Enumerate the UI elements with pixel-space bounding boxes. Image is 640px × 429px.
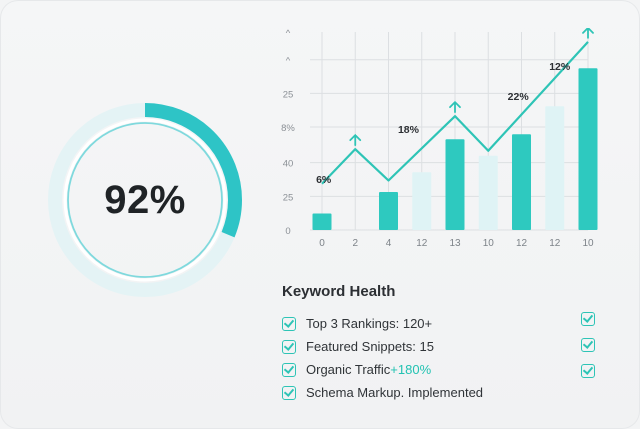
x-tick-label: 10 xyxy=(483,238,495,249)
y-tick-label: ^ xyxy=(286,56,291,67)
bar xyxy=(445,139,465,230)
bar xyxy=(312,213,332,230)
checkbox-checked-icon[interactable] xyxy=(282,362,296,377)
x-tick-label: 12 xyxy=(416,238,428,249)
gauge-value: 92% xyxy=(104,177,186,222)
checkbox-checked-icon[interactable] xyxy=(282,385,296,400)
bar xyxy=(578,68,598,230)
gauge-inner-highlight xyxy=(63,118,227,282)
keyword-health-item-label: Schema Markup. Implemented xyxy=(306,385,484,400)
y-tick-label: 40 xyxy=(283,159,294,170)
trend-label: 12% xyxy=(549,61,571,73)
keyword-health-list: Top 3 Rankings: 120+ Featured Snippets: 1… xyxy=(282,312,602,404)
keyword-growth-chart: 0 25 40 8% 25 ^ ^ 6% 18% 22% 12% 0 2 4 12 13 10 12 12 10 xyxy=(281,28,598,249)
keyword-health-item-label: Featured Snippets: 15 xyxy=(306,339,434,354)
bar xyxy=(379,192,398,230)
gauge-track-inner xyxy=(67,122,223,278)
trend-arrow xyxy=(349,133,362,147)
trend-arrow xyxy=(449,100,461,114)
y-tick-label: 25 xyxy=(283,89,294,100)
bar xyxy=(545,106,565,230)
status-checks-column xyxy=(581,312,595,390)
x-tick-label: 12 xyxy=(549,238,561,249)
bar xyxy=(512,134,531,230)
keyword-health-item: Organic Traffic +180% xyxy=(282,358,602,381)
checkbox-checked-icon[interactable] xyxy=(282,316,296,331)
y-tick-label: 25 xyxy=(283,192,294,203)
trend-label: 18% xyxy=(398,124,420,136)
y-tick-label: 8% xyxy=(281,123,295,134)
keyword-health-item: Top 3 Rankings: 120+ xyxy=(282,312,602,335)
trend-arrow xyxy=(582,28,594,39)
x-tick-label: 13 xyxy=(449,238,461,249)
x-tick-label: 12 xyxy=(516,238,528,249)
gauge-ring xyxy=(48,103,242,297)
status-check-icon[interactable] xyxy=(581,338,595,352)
y-tick-label: 0 xyxy=(285,226,290,237)
keyword-health-item: Featured Snippets: 15 xyxy=(282,335,602,358)
x-tick-label: 4 xyxy=(386,238,392,249)
trend-label: 6% xyxy=(316,174,332,186)
checkbox-checked-icon[interactable] xyxy=(282,339,296,354)
gauge-progress-arc xyxy=(48,103,242,297)
trend-line xyxy=(321,41,589,185)
keyword-health-item: Schema Markup. Implemented xyxy=(282,381,602,404)
keyword-health-item-label: Top 3 Rankings: 120+ xyxy=(306,316,433,331)
status-check-icon[interactable] xyxy=(581,364,595,378)
x-tick-label: 2 xyxy=(352,238,358,249)
bar xyxy=(412,172,432,230)
y-tick-label: ^ xyxy=(286,28,291,39)
bar xyxy=(478,155,498,230)
status-check-icon[interactable] xyxy=(581,312,595,326)
section-title: Keyword Health xyxy=(282,283,396,300)
x-tick-label: 0 xyxy=(319,238,325,249)
keyword-health-item-label: Organic Traffic xyxy=(306,362,391,377)
x-tick-label: 10 xyxy=(582,238,594,249)
trend-label: 22% xyxy=(508,91,530,103)
health-score-gauge: 92% xyxy=(40,95,250,305)
keyword-health-item-value: +180% xyxy=(390,362,432,377)
